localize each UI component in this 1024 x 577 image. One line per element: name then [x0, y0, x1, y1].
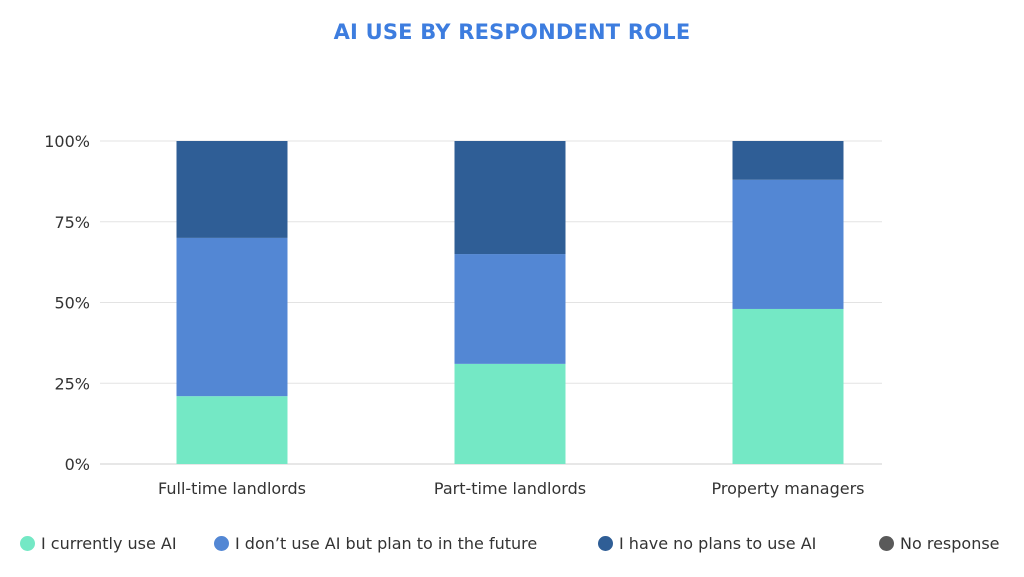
- bar-segment: [454, 254, 566, 364]
- y-tick-label: 50%: [54, 294, 90, 313]
- bar-segment: [176, 396, 288, 464]
- legend-swatch: [20, 536, 35, 551]
- bar-segment: [732, 141, 844, 180]
- bars-layer: [176, 141, 844, 464]
- legend-label: I have no plans to use AI: [619, 534, 817, 553]
- legend-swatch: [879, 536, 894, 551]
- legend: I currently use AI I don’t use AI but pla…: [0, 534, 1024, 558]
- y-tick-label: 75%: [54, 213, 90, 232]
- chart-title: AI USE BY RESPONDENT ROLE: [333, 20, 691, 44]
- y-axis-ticks: 0% 25% 50% 75% 100%: [44, 132, 90, 474]
- legend-label: No response: [900, 534, 1000, 553]
- legend-item: I have no plans to use AI: [598, 534, 816, 553]
- bar-segment: [176, 141, 288, 238]
- x-tick-label: Property managers: [711, 479, 864, 498]
- legend-item: I don’t use AI but plan to in the future: [214, 534, 537, 553]
- legend-swatch: [214, 536, 229, 551]
- bar-segment: [454, 363, 566, 464]
- y-tick-label: 100%: [44, 132, 90, 151]
- x-tick-label: Part-time landlords: [434, 479, 586, 498]
- legend-swatch: [598, 536, 613, 551]
- legend-label: I currently use AI: [41, 534, 177, 553]
- y-tick-label: 0%: [65, 455, 90, 474]
- legend-label: I don’t use AI but plan to in the future: [235, 534, 538, 553]
- y-tick-label: 25%: [54, 374, 90, 393]
- x-tick-label: Full-time landlords: [158, 479, 306, 498]
- x-axis-ticks: Full-time landlords Part-time landlords Pr…: [158, 479, 864, 498]
- bar-segment: [454, 141, 566, 255]
- bar-segment: [732, 308, 844, 464]
- bar-segment: [732, 179, 844, 309]
- bar-segment: [176, 237, 288, 397]
- legend-item: No response: [879, 534, 1000, 553]
- legend-item: I currently use AI: [20, 534, 177, 553]
